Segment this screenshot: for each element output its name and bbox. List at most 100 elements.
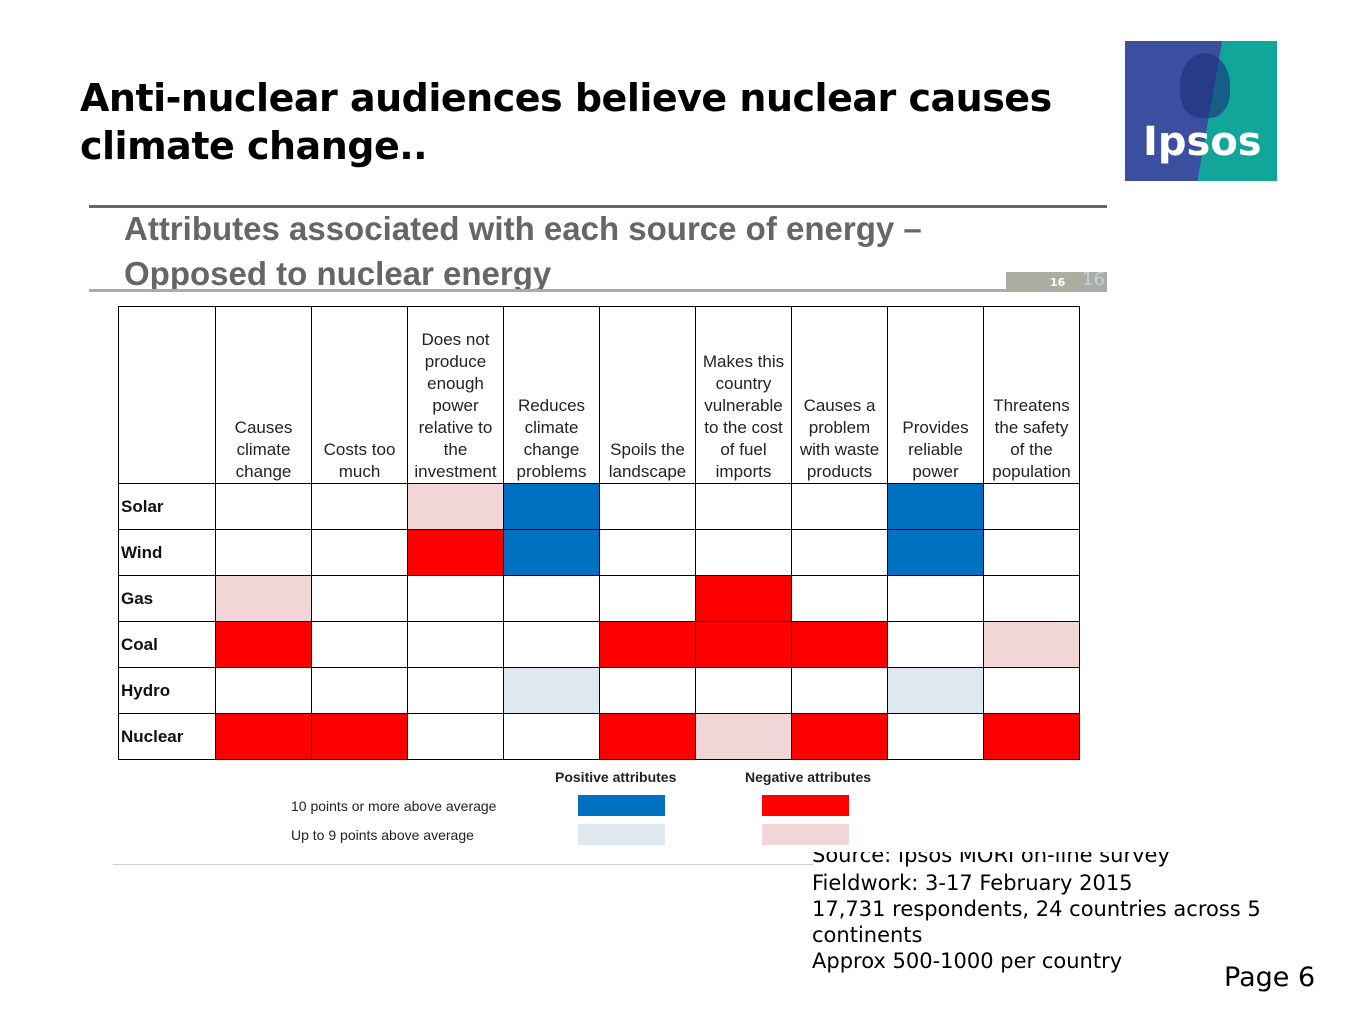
attribute-heatmap: Causes climate change Costs too much Does not…	[118, 306, 1080, 760]
legend-swatch-negative-weak	[762, 824, 849, 845]
heatmap-cell	[695, 483, 792, 530]
heatmap-cell	[503, 575, 600, 622]
legend-swatch-negative-strong	[762, 795, 849, 816]
heatmap-cell-neg-strong	[407, 529, 504, 576]
heatmap-cell	[887, 575, 984, 622]
source-line-1: Source: Ipsos MORI on-line survey	[812, 852, 1170, 867]
column-header-line: Provides	[902, 418, 969, 437]
row-label: Coal	[118, 621, 216, 668]
heatmap-cell	[791, 529, 888, 576]
heatmap-cell	[983, 575, 1080, 622]
column-header-line: much	[338, 462, 381, 481]
table-row: Wind	[118, 529, 1080, 576]
heatmap-cell	[407, 621, 504, 668]
ipsos-logo: Ipsos	[1125, 41, 1277, 181]
heatmap-cell	[215, 483, 312, 530]
heatmap-cell	[407, 667, 504, 714]
heatmap-cell-neg-strong	[791, 713, 888, 760]
column-header: Provides reliable power	[887, 306, 984, 484]
column-header-line: country	[715, 374, 772, 393]
heatmap-cell	[311, 529, 408, 576]
column-header-line: the safety	[994, 418, 1069, 437]
heatmap-cell	[407, 575, 504, 622]
heatmap-cell	[887, 713, 984, 760]
column-header-line: Causes a	[803, 396, 876, 415]
column-header-line: Spoils the	[610, 440, 685, 459]
heatmap-cell-neg-strong	[599, 621, 696, 668]
row-label: Nuclear	[118, 713, 216, 760]
table-row: Nuclear	[118, 713, 1080, 760]
table-row: Coal	[118, 621, 1080, 668]
heatmap-cell	[311, 667, 408, 714]
heatmap-cell-neg-weak	[407, 483, 504, 530]
source-line-3: 17,731 respondents, 24 countries across …	[812, 897, 1261, 947]
slide-title: Anti-nuclear audiences believe nuclear c…	[80, 74, 1052, 170]
heatmap-cell-neg-strong	[215, 621, 312, 668]
source-line-4: Approx 500-1000 per country	[812, 949, 1123, 973]
divider-bottom	[89, 289, 1007, 292]
heatmap-cell	[983, 529, 1080, 576]
heatmap-cell-pos-strong	[503, 529, 600, 576]
heatmap-cell	[695, 667, 792, 714]
table-row: Solar	[118, 483, 1080, 530]
heatmap-cell	[887, 621, 984, 668]
column-header-line: relative to	[418, 418, 493, 437]
footer-divider	[113, 864, 813, 865]
heatmap-cell	[311, 575, 408, 622]
table-row: Gas	[118, 575, 1080, 622]
column-header: Causes climate change	[215, 306, 312, 484]
column-header-line: population	[992, 462, 1071, 481]
column-header-line: reliable	[908, 440, 963, 459]
logo-text: Ipsos	[1143, 119, 1262, 165]
heatmap-cell-neg-strong	[599, 713, 696, 760]
heatmap-cell-neg-strong	[695, 575, 792, 622]
column-header: Threatens the safety of the population	[983, 306, 1080, 484]
title-line-2: climate change..	[80, 124, 428, 168]
heatmap-cell-neg-strong	[791, 621, 888, 668]
heatmap-cell	[599, 529, 696, 576]
slide-number-ghost: 16	[1082, 269, 1105, 290]
column-header-line: to the cost	[704, 418, 783, 437]
heatmap-cell	[311, 483, 408, 530]
column-header-line: change	[235, 462, 292, 481]
heatmap-cell	[407, 713, 504, 760]
heatmap-cell-neg-weak	[983, 621, 1080, 668]
column-header: Does not produce enough power relative to the…	[407, 306, 504, 484]
heatmap-cell-pos-weak	[887, 667, 984, 714]
row-label: Gas	[118, 575, 216, 622]
corner-cell	[118, 306, 216, 484]
column-header-line: landscape	[608, 462, 687, 481]
chart-subtitle: Attributes associated with each source o…	[124, 206, 922, 296]
column-header-line: the	[443, 440, 468, 459]
subtitle-line-1: Attributes associated with each source o…	[124, 210, 922, 247]
column-header-line: of fuel	[720, 440, 767, 459]
header-row: Causes climate change Costs too much Does not…	[118, 306, 1080, 484]
heatmap-cell-neg-strong	[695, 621, 792, 668]
page-label: Page 6	[1224, 962, 1316, 993]
row-label: Solar	[118, 483, 216, 530]
table-row: Hydro	[118, 667, 1080, 714]
heatmap-cell-neg-weak	[695, 713, 792, 760]
column-header-line: Costs too	[323, 440, 396, 459]
legend-positive-header: Positive attributes	[555, 769, 677, 785]
column-header-line: Threatens	[993, 396, 1070, 415]
heatmap-cell-pos-strong	[503, 483, 600, 530]
legend-swatch-positive-strong	[578, 795, 665, 816]
title-line-1: Anti-nuclear audiences believe nuclear c…	[80, 76, 1052, 120]
legend-negative-header: Negative attributes	[745, 769, 872, 785]
heatmap-cell	[599, 483, 696, 530]
column-header-line: problem	[808, 418, 871, 437]
heatmap-cell	[311, 621, 408, 668]
legend-swatch-positive-weak	[578, 824, 665, 845]
column-header-line: with waste	[799, 440, 880, 459]
legend-weak-label: Up to 9 points above average	[291, 827, 474, 843]
heatmap-cell	[503, 713, 600, 760]
heatmap-cell	[791, 667, 888, 714]
heatmap-cell	[983, 667, 1080, 714]
column-header-line: change	[523, 440, 580, 459]
column-header-line: Causes	[234, 418, 293, 437]
column-header-line: enough	[427, 374, 484, 393]
heatmap-cell	[791, 575, 888, 622]
heatmap-cell	[503, 621, 600, 668]
heatmap-cell	[791, 483, 888, 530]
